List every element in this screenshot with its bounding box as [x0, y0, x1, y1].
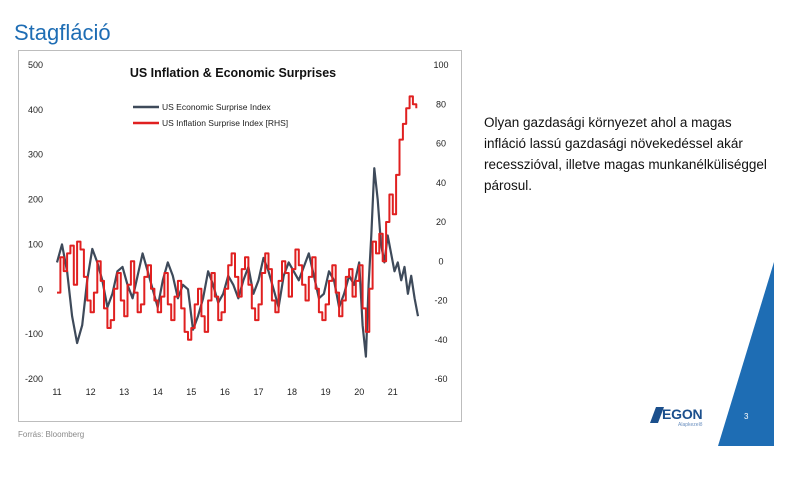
egon-logo: EGON Alapkezelő — [650, 406, 710, 432]
legend-label-inflation: US Inflation Surprise Index [RHS] — [162, 118, 288, 128]
x-tick-label: 16 — [220, 387, 230, 397]
right-tick-label: -20 — [434, 296, 447, 306]
left-axis: 500 400 300 200 100 0 -100 -200 — [25, 60, 43, 384]
page-number: 3 — [744, 412, 749, 421]
right-tick-label: 100 — [433, 60, 448, 70]
x-tick-label: 19 — [321, 387, 331, 397]
slide-title: Stagfláció — [14, 20, 111, 45]
left-tick-label: 400 — [28, 105, 43, 115]
left-tick-label: 100 — [28, 239, 43, 249]
right-tick-label: 20 — [436, 217, 446, 227]
x-tick-label: 12 — [86, 387, 96, 397]
egon-logo-icon — [650, 407, 664, 423]
right-tick-label: 80 — [436, 99, 446, 109]
x-tick-label: 18 — [287, 387, 297, 397]
logo-subtext: Alapkezelő — [678, 422, 703, 428]
slide-description: Olyan gazdasági környezet ahol a magas i… — [484, 115, 767, 193]
legend: US Economic Surprise Index US Inflation … — [133, 102, 288, 128]
x-tick-label: 15 — [186, 387, 196, 397]
left-tick-label: -200 — [25, 374, 43, 384]
logo-text: EGON — [662, 406, 703, 422]
left-tick-label: 200 — [28, 195, 43, 205]
corner-triangle-shape — [718, 262, 774, 446]
source-note: Forrás: Bloomberg — [18, 430, 85, 439]
inflation-surprise-line — [57, 95, 418, 341]
right-tick-label: -60 — [434, 374, 447, 384]
chart-svg: US Inflation & Economic Surprises US Eco… — [25, 60, 449, 397]
economic-surprise-line — [55, 167, 420, 358]
right-tick-label: -40 — [434, 335, 447, 345]
plot-lines — [55, 95, 420, 358]
left-tick-label: 500 — [28, 60, 43, 70]
x-tick-label: 17 — [253, 387, 263, 397]
x-axis: 11 12 13 14 15 16 17 18 19 20 21 — [52, 387, 397, 397]
left-tick-label: 0 — [38, 284, 43, 294]
x-tick-label: 13 — [119, 387, 129, 397]
right-tick-label: 0 — [438, 256, 443, 266]
x-tick-label: 14 — [153, 387, 163, 397]
left-tick-label: 300 — [28, 150, 43, 160]
right-tick-label: 60 — [436, 139, 446, 149]
x-tick-label: 21 — [388, 387, 398, 397]
right-axis: 100 80 60 40 20 0 -20 -40 -60 — [433, 60, 448, 384]
x-tick-label: 11 — [52, 387, 61, 397]
x-tick-label: 20 — [354, 387, 364, 397]
right-tick-label: 40 — [436, 178, 446, 188]
chart-frame: US Inflation & Economic Surprises US Eco… — [18, 50, 462, 422]
chart-title: US Inflation & Economic Surprises — [130, 66, 336, 80]
legend-label-economic: US Economic Surprise Index — [162, 102, 271, 112]
left-tick-label: -100 — [25, 329, 43, 339]
